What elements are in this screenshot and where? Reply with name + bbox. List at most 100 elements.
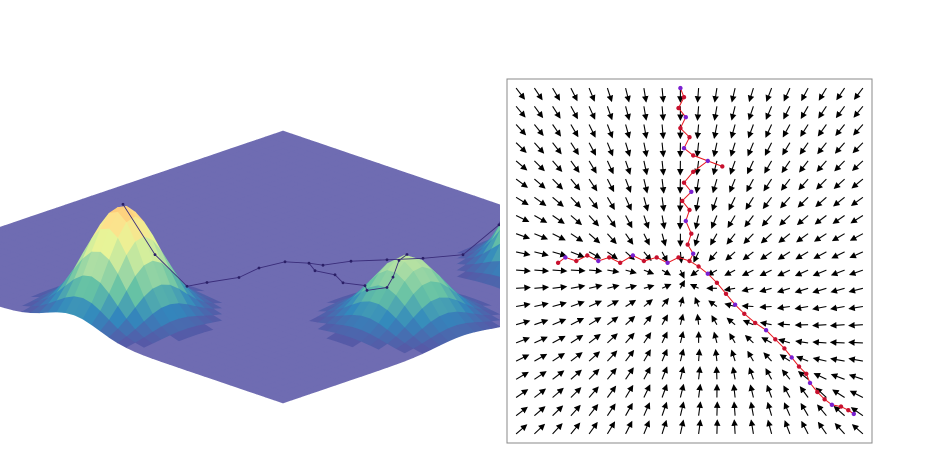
trajectory-point <box>773 337 778 342</box>
field-arrow <box>570 318 585 326</box>
field-arrow <box>763 178 773 192</box>
field-arrow <box>588 317 602 326</box>
field-arrow <box>777 321 790 328</box>
surface-facet <box>273 396 293 404</box>
field-arrow <box>729 106 737 121</box>
field-arrow <box>728 178 736 193</box>
field-arrow <box>661 383 668 398</box>
field-arrow <box>659 88 667 103</box>
field-arrow <box>726 317 736 326</box>
field-arrow <box>625 268 637 275</box>
field-arrow <box>848 373 864 380</box>
field-arrow <box>696 383 703 398</box>
trajectory-point <box>683 218 688 224</box>
field-arrow <box>711 197 718 212</box>
field-arrow <box>570 215 583 226</box>
field-arrow <box>659 124 667 140</box>
field-arrow <box>798 178 809 191</box>
field-arrow <box>642 197 650 212</box>
field-arrow <box>679 401 686 416</box>
field-arrow <box>797 196 809 208</box>
field-arrow <box>848 287 864 294</box>
field-arrow <box>741 302 754 310</box>
vector-field-panel <box>500 0 939 462</box>
field-arrow <box>849 390 864 398</box>
field-arrow <box>606 421 616 435</box>
field-arrow <box>570 369 582 380</box>
field-arrow <box>818 105 827 119</box>
field-arrow <box>588 421 598 435</box>
field-arrow <box>515 178 528 188</box>
trajectory-point <box>678 85 683 91</box>
field-arrow <box>760 251 772 260</box>
field-arrow <box>731 384 738 398</box>
trajectory-point <box>789 355 794 360</box>
field-arrow <box>625 233 634 245</box>
field-arrow <box>552 267 568 274</box>
field-arrow <box>853 124 864 136</box>
field-arrow <box>570 106 578 120</box>
trajectory-point <box>720 164 725 169</box>
field-arrow <box>534 267 550 274</box>
field-arrow <box>570 267 586 274</box>
surface-path-point <box>283 260 287 264</box>
field-arrow <box>729 333 736 344</box>
field-arrow <box>552 87 561 101</box>
field-arrow <box>643 233 650 246</box>
field-arrow <box>746 178 754 193</box>
field-arrow <box>643 299 653 307</box>
field-arrow <box>833 178 845 190</box>
field-arrow <box>642 142 649 158</box>
field-arrow <box>711 315 718 325</box>
field-arrow <box>741 269 754 276</box>
field-arrow <box>570 142 579 156</box>
field-arrow <box>552 178 564 190</box>
surface-path-point <box>349 259 353 263</box>
surface-plot-panel <box>0 130 500 404</box>
field-arrow <box>729 142 736 157</box>
field-arrow <box>850 196 864 206</box>
field-arrow <box>812 356 827 363</box>
field-arrow <box>747 350 754 362</box>
trajectory-point <box>563 255 568 260</box>
field-arrow <box>552 387 564 398</box>
field-arrow <box>552 423 563 435</box>
field-arrow <box>747 142 754 157</box>
field-arrow <box>762 196 773 210</box>
trajectory-point <box>687 207 692 213</box>
surface-path-point <box>257 266 261 270</box>
field-arrow <box>783 385 791 398</box>
field-arrow <box>747 106 754 121</box>
field-arrow <box>777 251 791 260</box>
trajectory-point <box>696 264 701 269</box>
field-arrow <box>661 419 668 435</box>
field-arrow <box>690 269 699 277</box>
field-arrow <box>745 197 754 210</box>
field-arrow <box>606 142 614 157</box>
field-arrow <box>778 338 791 345</box>
field-arrow <box>534 250 549 258</box>
field-arrow <box>694 142 701 158</box>
field-arrow <box>696 419 703 434</box>
field-arrow <box>799 160 809 173</box>
field-arrow <box>829 322 845 329</box>
surface-path-point <box>385 286 389 289</box>
surface-path-point <box>363 284 367 287</box>
field-arrow <box>765 124 773 138</box>
field-arrow <box>533 142 545 154</box>
field-arrow <box>625 178 632 193</box>
surface-path-point <box>307 261 311 265</box>
field-arrow <box>712 88 719 103</box>
field-arrow <box>780 196 791 209</box>
surface-path-point <box>385 258 389 262</box>
field-arrow <box>814 215 827 225</box>
field-arrow <box>643 420 651 435</box>
field-arrow <box>812 287 827 294</box>
field-arrow <box>534 233 549 240</box>
field-arrow <box>782 124 791 138</box>
field-arrow <box>815 387 827 398</box>
surface-path-point <box>121 202 125 206</box>
field-arrow <box>776 287 791 294</box>
field-arrow <box>642 124 649 139</box>
field-arrow <box>830 304 845 312</box>
